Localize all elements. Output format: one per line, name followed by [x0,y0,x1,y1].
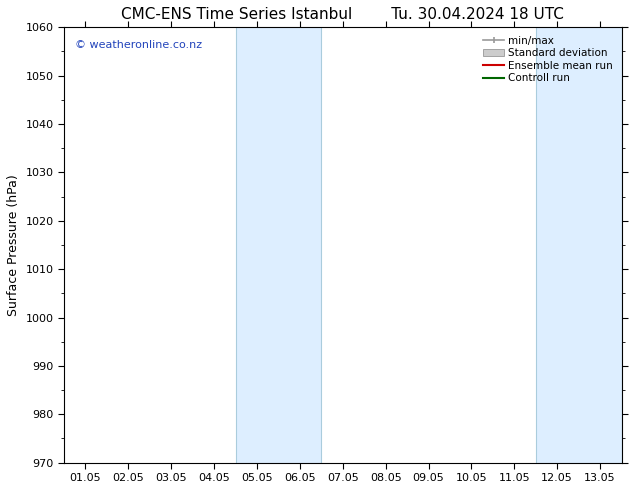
Bar [236,27,321,463]
Title: CMC-ENS Time Series Istanbul        Tu. 30.04.2024 18 UTC: CMC-ENS Time Series Istanbul Tu. 30.04.2… [121,7,564,22]
Text: © weatheronline.co.nz: © weatheronline.co.nz [75,40,202,50]
Legend: min/max, Standard deviation, Ensemble mean run, Controll run: min/max, Standard deviation, Ensemble me… [481,32,616,87]
Bar [536,27,621,463]
Y-axis label: Surface Pressure (hPa): Surface Pressure (hPa) [7,174,20,316]
